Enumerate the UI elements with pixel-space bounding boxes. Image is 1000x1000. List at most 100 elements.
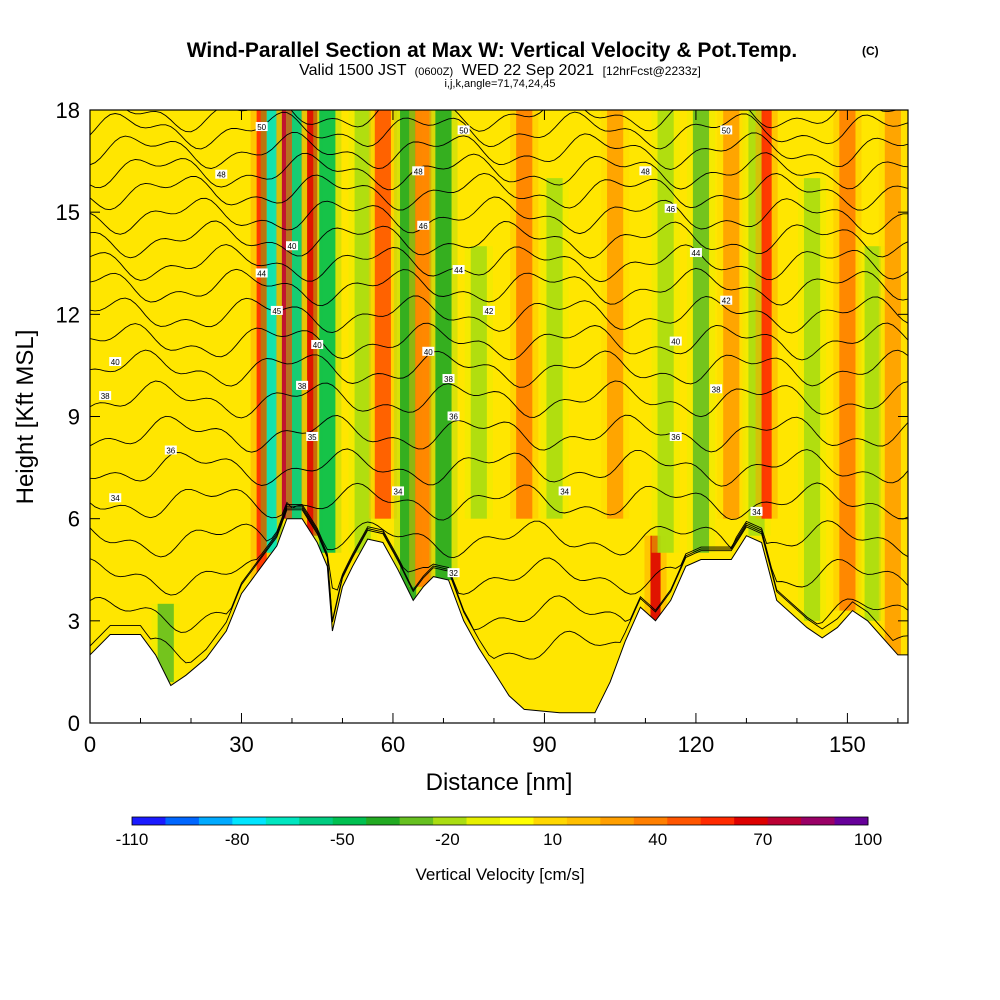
svg-text:44: 44 xyxy=(454,266,463,275)
colorbar-label-0: -110 xyxy=(116,830,149,849)
isentrope-39 xyxy=(90,349,908,388)
colorbar-label-5: 40 xyxy=(648,830,667,849)
velocity-column-2 xyxy=(266,110,277,553)
x-tick-label-5: 150 xyxy=(829,732,866,757)
subtitle-valid: Valid 1500 JST xyxy=(299,62,407,79)
colorbar-swatch-15 xyxy=(633,817,668,825)
isentrope-45 xyxy=(90,196,908,235)
velocity-column-5 xyxy=(307,110,318,536)
svg-text:38: 38 xyxy=(101,392,110,401)
isentrope-48 xyxy=(90,131,908,170)
colorbar-swatch-10 xyxy=(466,817,501,825)
colorbar-swatch-13 xyxy=(566,817,601,825)
contour-label-28: 38 xyxy=(710,384,723,394)
isentrope-49 xyxy=(90,111,908,150)
svg-text:48: 48 xyxy=(217,171,226,180)
contour-label-1: 48 xyxy=(215,169,228,180)
velocity-column-4 xyxy=(291,110,303,519)
contour-label-3: 40 xyxy=(285,241,298,251)
x-tick-label-3: 90 xyxy=(532,732,556,757)
velocity-column-18 xyxy=(692,110,710,553)
subtitle-utc: (0600Z) xyxy=(415,66,454,78)
contour-labels: 50 48 44 40 45 40 38 36 34 40 38 35 48 50 46 44 42 40 38 36… xyxy=(99,122,763,578)
svg-text:44: 44 xyxy=(691,249,700,258)
colorbar-swatch-20 xyxy=(801,817,836,825)
contour-label-2: 44 xyxy=(255,268,268,278)
svg-text:46: 46 xyxy=(666,205,675,214)
velocity-column-22 xyxy=(803,178,821,621)
contour-label-25: 44 xyxy=(689,248,702,258)
y-tick-label-1: 3 xyxy=(68,609,80,634)
contour-label-0: 50 xyxy=(255,122,268,132)
contour-label-26: 42 xyxy=(720,295,733,306)
y-tick-label-6: 18 xyxy=(56,98,80,123)
colorbar-swatch-14 xyxy=(600,817,635,825)
contour-label-9: 40 xyxy=(311,339,324,350)
y-tick-label-5: 15 xyxy=(56,200,80,225)
chart-title: Wind-Parallel Section at Max W: Vertical… xyxy=(187,39,798,62)
colorbar-label-7: 100 xyxy=(854,830,882,849)
y-axis-label: Height [Kft MSL] xyxy=(12,330,39,505)
colorbar-swatch-2 xyxy=(198,817,233,825)
chart-title-mark: (C) xyxy=(862,44,879,58)
contour-label-4: 45 xyxy=(270,305,283,316)
svg-text:34: 34 xyxy=(752,508,761,517)
svg-text:42: 42 xyxy=(722,297,731,306)
svg-text:36: 36 xyxy=(449,413,458,422)
isentrope-41 xyxy=(90,295,908,334)
colorbar-swatch-5 xyxy=(299,817,334,825)
colorbar-swatch-16 xyxy=(667,817,702,825)
contour-label-5: 40 xyxy=(109,357,122,367)
svg-text:40: 40 xyxy=(111,358,120,367)
svg-text:44: 44 xyxy=(257,269,266,278)
velocity-column-25 xyxy=(884,110,901,655)
isentrope-40 xyxy=(90,322,908,361)
velocity-column-19 xyxy=(723,110,740,519)
velocity-column-1 xyxy=(256,110,267,587)
svg-text:36: 36 xyxy=(166,447,175,456)
isentrope-37 xyxy=(90,414,908,453)
isentrope-36 xyxy=(90,448,908,487)
contour-label-23: 48 xyxy=(639,166,652,176)
contour-label-18: 38 xyxy=(442,374,455,384)
potential-temperature-contours xyxy=(90,110,908,664)
velocity-column-15 xyxy=(607,110,624,519)
isentrope-32 xyxy=(90,507,908,633)
colorbar-swatch-17 xyxy=(700,817,735,825)
colorbar-swatch-12 xyxy=(533,817,568,825)
contour-label-13: 50 xyxy=(457,125,470,135)
svg-text:50: 50 xyxy=(722,126,731,135)
colorbar-title: Vertical Velocity [cm/s] xyxy=(415,865,584,884)
svg-text:38: 38 xyxy=(444,375,453,384)
svg-text:46: 46 xyxy=(419,222,428,231)
colorbar-label-2: -50 xyxy=(330,830,355,849)
y-tick-label-0: 0 xyxy=(68,711,80,736)
velocity-column-12 xyxy=(470,246,487,519)
colorbar-label-3: -20 xyxy=(435,830,460,849)
svg-text:40: 40 xyxy=(288,242,297,251)
contour-label-21: 32 xyxy=(447,568,460,578)
colorbar-swatch-11 xyxy=(500,817,534,825)
velocity-column-0 xyxy=(157,603,174,683)
colorbar-label-1: -80 xyxy=(225,830,250,849)
svg-text:40: 40 xyxy=(671,338,680,347)
svg-text:40: 40 xyxy=(313,341,322,350)
contour-label-16: 42 xyxy=(482,305,495,316)
svg-text:34: 34 xyxy=(560,487,569,496)
plot-area: 50 48 44 40 45 40 38 36 34 40 38 35 48 50 46 44 42 40 38 36… xyxy=(90,110,908,723)
colorbar-swatch-9 xyxy=(433,817,468,825)
svg-text:36: 36 xyxy=(671,433,680,442)
colorbar-swatch-1 xyxy=(165,817,200,825)
svg-text:48: 48 xyxy=(414,167,423,176)
contour-label-19: 36 xyxy=(447,411,460,422)
x-tick-label-2: 60 xyxy=(381,732,405,757)
subtitle-date: WED 22 Sep 2021 xyxy=(462,62,595,79)
svg-text:38: 38 xyxy=(298,382,307,391)
subtitle-forecast: [12hrFcst@2233z] xyxy=(603,64,701,78)
contour-label-14: 46 xyxy=(417,220,430,231)
isentrope-47 xyxy=(90,152,908,191)
colorbar-swatch-8 xyxy=(399,817,434,825)
contour-label-11: 35 xyxy=(306,431,319,442)
